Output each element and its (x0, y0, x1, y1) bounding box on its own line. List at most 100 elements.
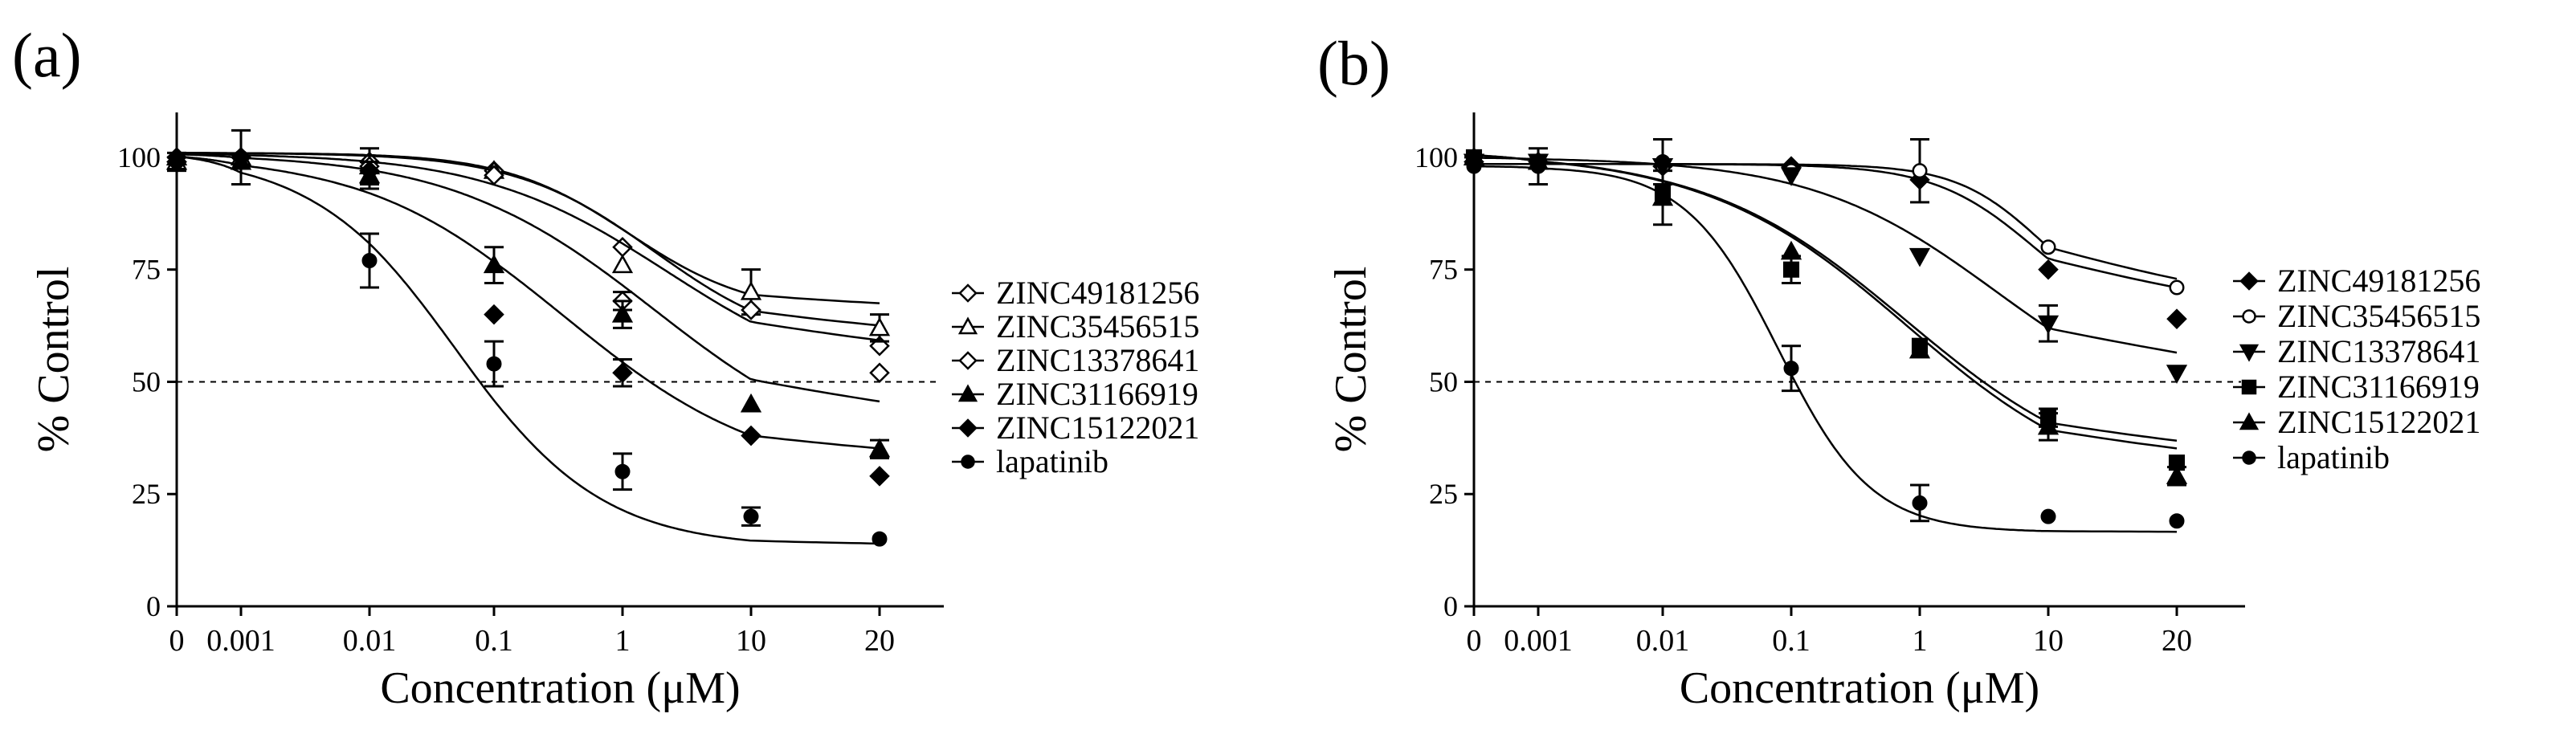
fit-curve (177, 152, 880, 304)
x-tick-label: 1 (1913, 624, 1928, 658)
y-axis-title: % Control (29, 267, 79, 453)
legend-marker (2242, 309, 2256, 324)
series-zinc35456515: ZINC35456515 (165, 128, 1199, 345)
panel-label: (a) (12, 20, 82, 90)
fit-curve (177, 152, 880, 327)
data-point (1530, 158, 1546, 174)
data-point (743, 508, 759, 524)
data-point (1466, 158, 1482, 174)
legend-label: ZINC15122021 (2277, 404, 2480, 440)
data-point (1780, 167, 1802, 186)
fit-curve (1473, 154, 2178, 450)
data-point (741, 425, 761, 446)
x-tick-label: 1 (615, 624, 631, 658)
x-tick-label: 0.01 (1636, 624, 1690, 658)
legend-label: ZINC31166919 (996, 376, 1198, 412)
series-zinc13378641: ZINC13378641 (166, 147, 1199, 384)
legend-label: ZINC31166919 (2277, 369, 2480, 405)
x-tick-label: 0.1 (475, 624, 513, 658)
data-point (740, 281, 762, 300)
chart-panel-b: (b) 0 25 50 75 100 0 0.001 0.01 0.1 1 10 20 Concentra… (1317, 28, 2480, 713)
data-point (869, 466, 890, 487)
legend-label: ZINC35456515 (2277, 298, 2480, 334)
legend-label: lapatinib (996, 443, 1108, 479)
legend-marker (958, 418, 978, 438)
data-point (1780, 240, 1802, 260)
legend-label: ZINC49181256 (996, 275, 1199, 311)
x-tick-label: 0.001 (1504, 624, 1573, 658)
x-tick-label: 10 (2033, 624, 2064, 658)
y-tick-label: 75 (1429, 254, 1458, 286)
y-tick-label: 0 (146, 590, 161, 622)
y-tick-label: 50 (132, 365, 161, 398)
data-point (2040, 508, 2056, 524)
data-point (2166, 365, 2188, 384)
y-axis-title: % Control (1326, 267, 1376, 453)
legend-marker (2239, 412, 2260, 430)
fit-curve (176, 155, 880, 450)
data-point (611, 254, 634, 274)
fit-curve (1473, 154, 2178, 442)
data-point (868, 316, 891, 336)
data-point (1909, 247, 1931, 267)
y-tick-label: 25 (1429, 478, 1458, 510)
data-point (1782, 261, 1800, 278)
data-point (1909, 339, 1931, 359)
x-tick-label: 0 (169, 624, 185, 658)
panel-label: (b) (1317, 28, 1390, 98)
data-point (483, 254, 505, 274)
fit-curve (1474, 163, 2178, 289)
legend-marker (958, 283, 978, 303)
legend-marker (961, 455, 975, 469)
y-tick-label: 50 (1429, 365, 1458, 398)
data-point (2040, 239, 2056, 255)
legend-label: ZINC35456515 (996, 308, 1199, 345)
legend-marker (2242, 451, 2256, 465)
data-point (611, 304, 634, 323)
x-tick-label: 20 (864, 624, 895, 658)
x-axis-title: Concentration (μM) (380, 663, 740, 713)
x-tick-label: 0.01 (343, 624, 397, 658)
data-point (233, 149, 249, 165)
fit-curve (1473, 165, 2178, 533)
data-point (872, 531, 888, 547)
data-point (486, 356, 502, 372)
y-tick-label: 100 (1415, 141, 1458, 173)
fit-curve (176, 153, 880, 403)
data-point (484, 165, 504, 186)
x-tick-label: 10 (736, 624, 766, 658)
data-point (1655, 154, 1671, 169)
fit-curve (1474, 157, 2178, 354)
data-point (2037, 415, 2060, 435)
y-tick-label: 75 (132, 254, 161, 286)
x-tick-label: 20 (2162, 624, 2192, 658)
data-point (614, 463, 631, 479)
legend-marker (2239, 344, 2260, 362)
y-tick-label: 0 (1443, 590, 1458, 622)
legend-label: ZINC13378641 (996, 342, 1199, 378)
x-axis-title: Concentration (μM) (1680, 663, 2039, 713)
x-tick-label: 0.1 (1772, 624, 1811, 658)
series-zinc35456515: ZINC35456515 (1466, 138, 2480, 334)
data-point (869, 362, 890, 384)
data-point (361, 253, 378, 268)
legend-label: lapatinib (2277, 439, 2390, 475)
data-point (2037, 315, 2060, 335)
x-tick-label: 0 (1467, 624, 1482, 658)
data-point (359, 160, 380, 181)
data-point (169, 154, 185, 169)
data-point (2166, 465, 2188, 484)
legend-marker (957, 384, 978, 402)
legend-label: ZINC13378641 (2277, 333, 2480, 369)
data-point (2166, 308, 2187, 329)
data-point (741, 300, 761, 320)
series-lapatinib: lapatinib (169, 149, 1108, 547)
data-point (2169, 279, 2185, 296)
legend-label: ZINC49181256 (2277, 263, 2480, 299)
data-point (612, 362, 633, 384)
data-point (2169, 513, 2185, 529)
legend-marker (958, 351, 978, 370)
legend-marker (2239, 271, 2259, 291)
data-point (1912, 163, 1928, 179)
